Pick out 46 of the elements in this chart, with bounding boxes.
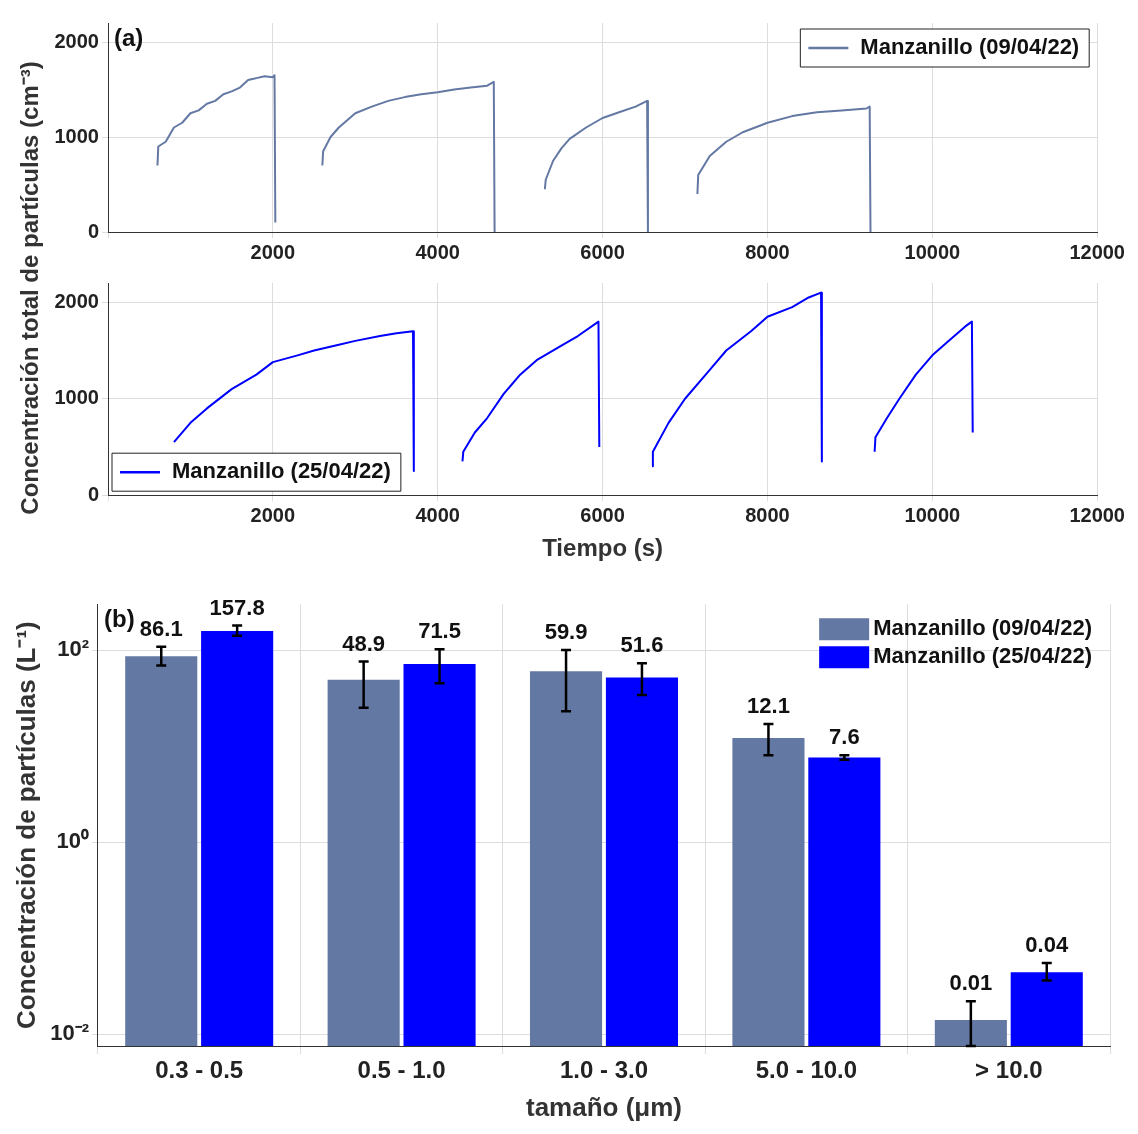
y-tick-label: 10⁻²: [50, 1020, 89, 1046]
x-tick-label: 8000: [745, 240, 790, 263]
data-label: 0.01: [949, 970, 993, 996]
y-tick-label: 2000: [54, 289, 99, 312]
data-label: 86.1: [139, 615, 183, 641]
data-label: 0.04: [1025, 931, 1069, 957]
y-tick-label: 0: [87, 482, 99, 505]
x-tick-label: 12000: [1069, 240, 1125, 263]
x-tick-label: 10000: [904, 503, 961, 526]
x-tick-label: 5.0 - 10.0: [755, 1056, 858, 1084]
x-tick-label: 2000: [250, 503, 296, 526]
x-tick-label: 0.3 - 0.5: [155, 1056, 244, 1084]
data-label: 71.5: [418, 618, 461, 644]
y-tick-label: 1000: [54, 124, 99, 147]
data-label: 48.9: [342, 630, 386, 656]
x-tick-label: 1.0 - 3.0: [559, 1056, 649, 1084]
data-label: 7.6: [829, 724, 860, 750]
x-tick-label: 2000: [250, 240, 296, 263]
x-tick-label: 4000: [415, 240, 460, 263]
y-tick-label: 2000: [54, 29, 99, 52]
x-tick-label: 8000: [745, 503, 790, 526]
annotation: (b): [104, 604, 135, 632]
y-tick-label: 10⁰: [56, 828, 89, 854]
y-axis-title: Concentración total de partículas (cm⁻³): [14, 61, 44, 515]
x-tick-label: 6000: [580, 240, 625, 263]
y-tick-label: 0: [87, 219, 99, 242]
y-tick-label: 1000: [54, 386, 99, 409]
y-tick-label: 10²: [57, 636, 89, 662]
data-label: 59.9: [544, 619, 588, 645]
legend-label: Manzanillo (25/04/22): [873, 643, 1093, 669]
x-axis-title: tamaño (μm): [525, 1091, 683, 1122]
annotation: (a): [114, 23, 144, 51]
y-axis-title: Concentración de partículas (L⁻¹): [10, 621, 41, 1029]
legend-label: Manzanillo (09/04/22): [873, 615, 1093, 641]
data-label: 51.6: [620, 632, 664, 658]
x-tick-label: > 10.0: [975, 1056, 1043, 1084]
x-tick-label: 0.5 - 1.0: [357, 1056, 446, 1084]
x-axis-title: Tiempo (s): [542, 534, 664, 562]
x-tick-label: 6000: [580, 503, 625, 526]
legend-label: Manzanillo (09/04/22): [860, 34, 1080, 60]
data-label: 157.8: [209, 594, 265, 620]
x-tick-label: 10000: [904, 240, 961, 263]
x-tick-label: 12000: [1069, 503, 1125, 526]
x-tick-label: 4000: [415, 503, 460, 526]
legend-label: Manzanillo (25/04/22): [172, 458, 391, 484]
data-label: 12.1: [747, 692, 790, 718]
